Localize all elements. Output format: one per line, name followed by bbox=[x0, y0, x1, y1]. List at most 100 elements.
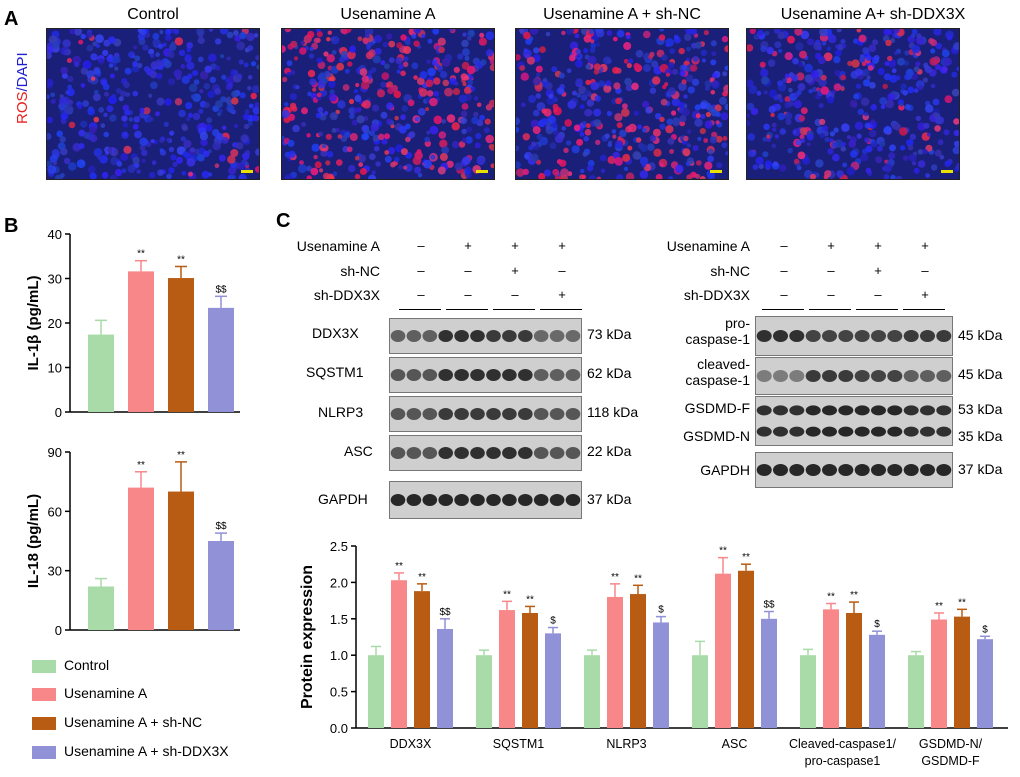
cell-nucleus bbox=[631, 82, 639, 91]
cell-nucleus bbox=[64, 104, 74, 114]
cell-nucleus bbox=[139, 107, 145, 113]
cell-nucleus bbox=[287, 139, 295, 147]
cell-nucleus bbox=[894, 51, 898, 56]
cell-nucleus bbox=[384, 133, 390, 140]
cell-nucleus bbox=[552, 96, 558, 102]
cell-nucleus bbox=[218, 108, 223, 114]
cell-nucleus bbox=[823, 52, 833, 62]
cell-nucleus bbox=[109, 114, 117, 122]
cell-nucleus bbox=[141, 149, 148, 157]
treatment-sign: + bbox=[511, 238, 519, 253]
cell-nucleus bbox=[649, 51, 655, 57]
blot-band bbox=[454, 330, 469, 342]
significance-mark: ** bbox=[418, 572, 426, 583]
il1b-chart: 0 10 20 30 40 IL-1β (pg/mL) ** ** $$ bbox=[25, 227, 240, 420]
cell-nucleus bbox=[533, 47, 540, 54]
treatment-sign: + bbox=[827, 238, 835, 253]
cell-nucleus bbox=[336, 159, 343, 166]
cell-nucleus bbox=[934, 149, 942, 157]
significance-mark: ** bbox=[958, 597, 966, 608]
bar-control bbox=[88, 586, 114, 630]
cell-nucleus bbox=[628, 58, 634, 64]
cell-nucleus bbox=[911, 44, 921, 54]
blot-band bbox=[822, 405, 837, 416]
blot-left-band-nlrp3 bbox=[389, 396, 582, 432]
panel-label-a: A bbox=[4, 8, 19, 30]
cell-nucleus bbox=[123, 145, 132, 154]
cell-nucleus bbox=[347, 61, 353, 67]
cell-nucleus bbox=[403, 46, 412, 54]
cell-nucleus bbox=[411, 33, 417, 39]
blot-band bbox=[822, 464, 837, 476]
cell-nucleus bbox=[398, 64, 404, 70]
bar-gsdmd-n-gsdmd-f-1 bbox=[931, 619, 947, 728]
cell-nucleus bbox=[86, 31, 93, 39]
blot-band bbox=[422, 369, 438, 381]
cell-nucleus bbox=[904, 50, 910, 56]
blot-right-kda-procasp: 45 kDa bbox=[958, 327, 1003, 343]
cell-nucleus bbox=[777, 112, 785, 121]
cell-nucleus bbox=[598, 80, 605, 87]
cell-nucleus bbox=[437, 37, 446, 46]
cell-nucleus bbox=[288, 150, 296, 158]
cell-nucleus bbox=[413, 40, 420, 47]
blot-right-gene-gapdh: GAPDH bbox=[700, 462, 750, 478]
cell-nucleus bbox=[372, 104, 380, 112]
cell-nucleus bbox=[640, 144, 648, 152]
cell-nucleus bbox=[558, 72, 565, 79]
cell-nucleus bbox=[460, 73, 468, 81]
cell-nucleus bbox=[900, 83, 907, 90]
cell-nucleus bbox=[800, 138, 806, 143]
cell-nucleus bbox=[103, 112, 108, 118]
cell-nucleus bbox=[122, 122, 129, 128]
cell-nucleus bbox=[579, 168, 585, 174]
cell-nucleus bbox=[444, 87, 453, 97]
cell-nucleus bbox=[489, 58, 494, 65]
y-tick-label: 2.5 bbox=[330, 539, 348, 554]
cell-nucleus bbox=[639, 156, 649, 166]
cell-nucleus bbox=[91, 76, 96, 81]
blot-band bbox=[518, 330, 533, 342]
blot-band bbox=[518, 408, 533, 420]
cell-nucleus bbox=[162, 42, 167, 48]
cell-nucleus bbox=[787, 147, 793, 154]
blot-band bbox=[887, 370, 903, 382]
cell-nucleus bbox=[197, 36, 205, 45]
cell-nucleus bbox=[659, 162, 664, 167]
cell-nucleus bbox=[233, 70, 239, 76]
cell-nucleus bbox=[236, 41, 246, 51]
cell-nucleus bbox=[442, 79, 450, 87]
cell-nucleus bbox=[944, 95, 953, 104]
cell-nucleus bbox=[853, 93, 859, 100]
cell-nucleus bbox=[574, 33, 580, 39]
cell-nucleus bbox=[125, 92, 131, 97]
cell-nucleus bbox=[689, 29, 697, 35]
cell-nucleus bbox=[768, 105, 776, 113]
cell-nucleus bbox=[596, 176, 602, 179]
cell-nucleus bbox=[516, 161, 521, 169]
cell-nucleus bbox=[318, 131, 324, 137]
cell-nucleus bbox=[793, 92, 800, 98]
cell-nucleus bbox=[913, 167, 920, 174]
cell-nucleus bbox=[902, 155, 909, 161]
cell-nucleus bbox=[719, 96, 727, 105]
cell-nucleus bbox=[552, 168, 560, 176]
cell-nucleus bbox=[237, 73, 243, 79]
cell-nucleus bbox=[74, 61, 80, 68]
x-tick-label: SQSTM1 bbox=[493, 737, 544, 751]
cell-nucleus bbox=[335, 109, 340, 115]
slash-label: / bbox=[14, 87, 31, 92]
blot-right-band-procasp bbox=[755, 316, 953, 356]
cell-nucleus bbox=[808, 89, 813, 94]
lane-group-underline bbox=[399, 309, 441, 310]
y-tick-label: 20 bbox=[48, 316, 62, 331]
micrograph-shnc bbox=[515, 28, 729, 180]
cell-nucleus bbox=[80, 33, 86, 40]
cell-nucleus bbox=[358, 162, 364, 168]
cell-nucleus bbox=[388, 57, 395, 64]
cell-nucleus bbox=[398, 164, 404, 170]
cell-nucleus bbox=[854, 121, 864, 130]
cell-nucleus bbox=[433, 115, 443, 125]
cell-nucleus bbox=[484, 118, 491, 125]
blot-left-gene-ddx3x: DDX3X bbox=[312, 325, 359, 341]
